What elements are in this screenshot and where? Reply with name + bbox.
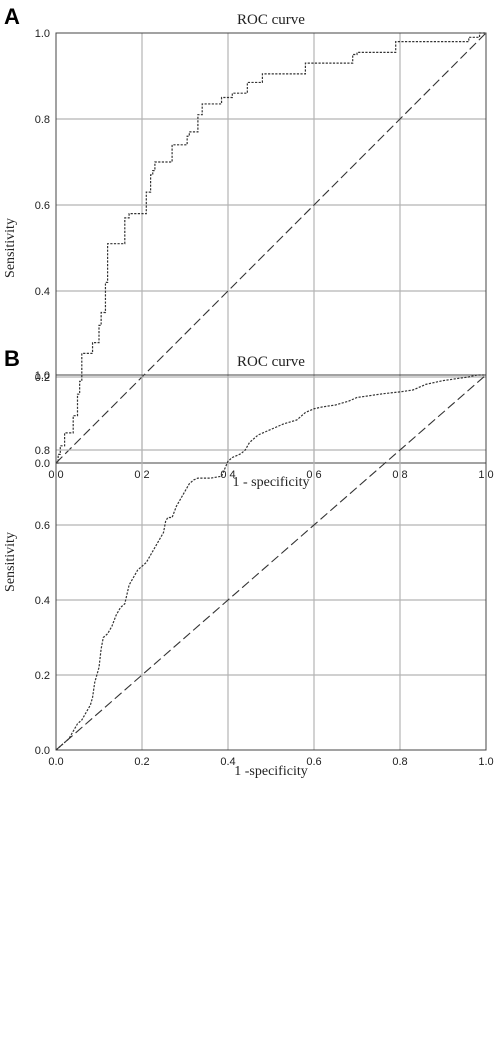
panel-a: A ROC curve 0.0 0.2 0.4 0.6 0.8 1.0 0.0 0.2 0.4… [3,4,494,490]
panel-a-letter: A [4,4,20,29]
panel-b-y-tick-label: 0.8 [35,445,50,457]
panel-b-y-tick-label: 0.2 [35,670,50,682]
panel-b-y-ticks: 0.0 0.2 0.4 0.6 0.8 1.0 [35,370,50,757]
panel-b-x-tick-label: 0.6 [306,756,321,768]
panel-b-title: ROC curve [237,354,305,370]
panel-a-y-tick-label: 0.0 [35,458,50,470]
panel-b-x-ticks: 0.0 0.2 0.4 0.6 0.8 1.0 [48,756,493,768]
panel-b-x-tick-label: 0.8 [392,756,407,768]
panel-a-plot-frame [55,32,487,464]
panel-b-y-axis-label: Sensitivity [3,532,18,592]
panel-a-roc-curve [56,32,486,464]
panel-a-y-tick-label: 0.8 [35,114,50,126]
panel-b-y-tick-label: 0.4 [35,595,50,607]
panel-a-gridlines [56,33,486,463]
panel-b-x-tick-label: 0.4 [220,756,235,768]
panel-b-y-tick-label: 0.6 [35,520,50,532]
panel-a-reference-line [55,32,487,464]
panel-a-y-axis-label: Sensitivity [3,218,18,278]
panel-b-y-tick-label: 0.0 [35,745,50,757]
panel-b-gridlines [56,375,486,750]
panel-a-x-axis-label: 1 - specificity [233,475,310,490]
panel-b-x-tick-label: 0.0 [48,756,63,768]
panel-b-y-tick-label: 1.0 [35,370,50,382]
panel-b-reference-line [55,374,487,751]
panel-b-x-tick-label: 1.0 [478,756,493,768]
panel-b-x-axis-label: 1 -specificity [234,764,307,779]
panel-a-y-tick-label: 0.4 [35,286,50,298]
panel-b-plot-frame [55,374,487,751]
panel-a-y-tick-label: 1.0 [35,28,50,40]
panel-b-roc-curve [55,374,486,751]
panel-a-title: ROC curve [237,12,305,28]
panel-b-x-tick-label: 0.2 [134,756,149,768]
panel-b-letter: B [4,346,20,371]
panel-a-y-ticks: 0.0 0.2 0.4 0.6 0.8 1.0 [35,28,50,470]
panel-a-y-tick-label: 0.6 [35,200,50,212]
panel-b: B ROC curve 0.0 0.2 0.4 0.6 0.8 1.0 0.0 0.2 0.4… [3,346,494,779]
panel-a-y-tick-label: 0.2 [35,372,50,384]
